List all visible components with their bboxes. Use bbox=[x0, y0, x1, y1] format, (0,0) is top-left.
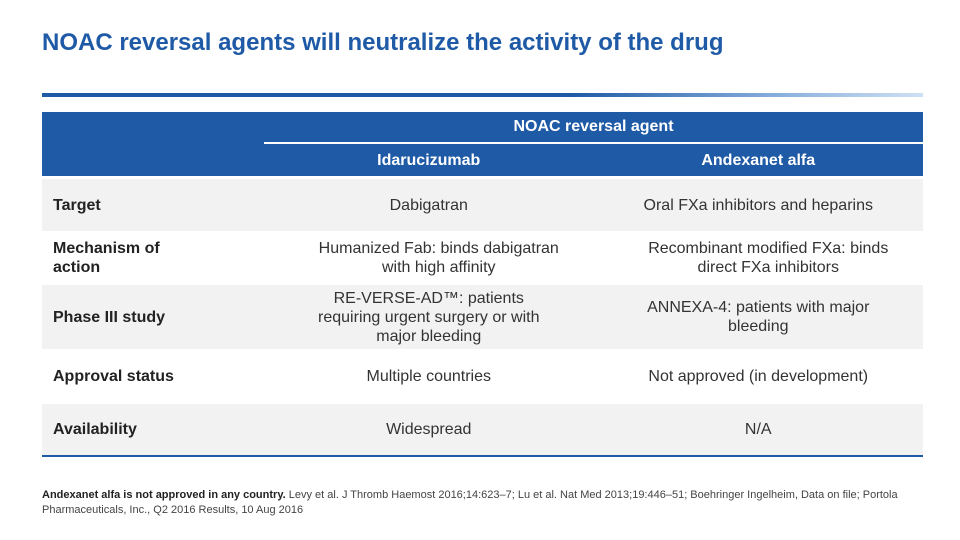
cell-idarucizumab: Widespread bbox=[386, 421, 472, 438]
table-group-header-row: NOAC reversal agent bbox=[42, 112, 923, 142]
row-label: Approval status bbox=[53, 368, 174, 385]
table-row: Mechanism of action Humanized Fab: binds… bbox=[42, 231, 923, 282]
column-header-idarucizumab: Idarucizumab bbox=[377, 152, 481, 169]
table-row: Phase III study RE-VERSE-AD™: patients r… bbox=[42, 282, 923, 349]
row-label: Availability bbox=[53, 421, 137, 438]
cell-andexanet: Not approved (in development) bbox=[648, 368, 869, 385]
table-row: Approval status Multiple countries Not a… bbox=[42, 349, 923, 401]
footnote-disclaimer: Andexanet alfa is not approved in any co… bbox=[42, 489, 286, 501]
cell-andexanet: ANNEXA-4: patients with major bleeding bbox=[647, 299, 870, 335]
cell-andexanet: Oral FXa inhibitors and heparins bbox=[643, 196, 873, 214]
comparison-table: NOAC reversal agent Idarucizumab Andexan… bbox=[42, 112, 923, 457]
row-label: Mechanism of action bbox=[53, 240, 160, 276]
column-header-andexanet: Andexanet alfa bbox=[701, 152, 816, 169]
table-row: Target Dabigatran Oral FXa inhibitors an… bbox=[42, 176, 923, 231]
cell-andexanet: N/A bbox=[744, 421, 772, 438]
cell-andexanet: Recombinant modified FXa: binds direct F… bbox=[648, 240, 889, 276]
table-row: Availability Widespread N/A bbox=[42, 401, 923, 455]
table-bottom-rule bbox=[42, 455, 923, 457]
page-title: NOAC reversal agents will neutralize the… bbox=[42, 29, 724, 56]
footnote-references: Levy et al. J Thromb Haemost 2016;14:623… bbox=[42, 489, 898, 516]
cell-idarucizumab: RE-VERSE-AD™: patients requiring urgent … bbox=[318, 289, 540, 345]
footnote: Andexanet alfa is not approved in any co… bbox=[42, 488, 902, 518]
table-column-header-row: Idarucizumab Andexanet alfa bbox=[42, 145, 923, 176]
row-label: Phase III study bbox=[53, 308, 166, 326]
cell-idarucizumab: Multiple countries bbox=[366, 368, 492, 385]
cell-idarucizumab: Humanized Fab: binds dabigatran with hig… bbox=[318, 240, 559, 276]
title-underline bbox=[42, 93, 923, 97]
row-label: Target bbox=[53, 196, 101, 214]
group-header-label: NOAC reversal agent bbox=[513, 118, 674, 135]
cell-idarucizumab: Dabigatran bbox=[389, 196, 468, 214]
